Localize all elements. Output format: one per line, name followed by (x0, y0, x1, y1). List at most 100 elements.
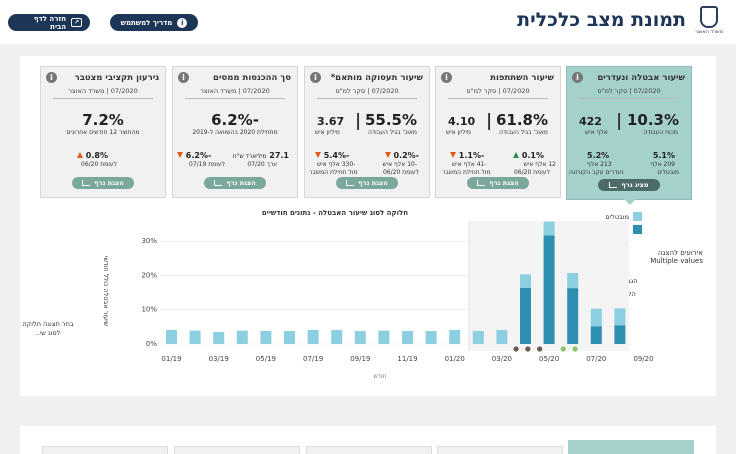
user-guide-button[interactable]: i מדריך למשתמש (110, 14, 198, 31)
x-axis-label: חודש (373, 373, 386, 380)
card-change-2-sub: 213 אלף (587, 161, 612, 168)
card-main-label: מאוכ' בגיל העבודה (367, 129, 417, 136)
card-title: שיעור השתתפות (490, 73, 554, 83)
x-tick-label: 05/20 (539, 355, 559, 363)
page-title: תמונת מצב כלכלית (517, 9, 686, 31)
chart-icon (214, 180, 223, 186)
share-arrow-icon: ↗ (71, 18, 82, 27)
card-change-1: 0.1% (513, 151, 544, 160)
bar-unemployed (166, 329, 177, 344)
back-home-button[interactable]: ↗ חזרה לדף הבית (8, 14, 90, 31)
bar-unemployed (449, 329, 461, 344)
card-subtitle: 07/2020 | משרד האוצר (173, 87, 297, 99)
info-icon: i (177, 17, 188, 28)
show-chart-button[interactable]: הצגת גרף (72, 177, 134, 189)
bar-unemployed (331, 329, 343, 344)
card-change-1-note: לעומת 06/20 (513, 169, 550, 176)
legend-swatch (633, 225, 642, 234)
card-main-label: מכוח העבודה (643, 129, 678, 136)
card-change-1-value: 0.8% (85, 151, 108, 160)
bar-unemployed (590, 308, 602, 327)
card-employment-2[interactable] (306, 446, 432, 454)
events-title: אירועים להצגה (657, 249, 703, 257)
card-title: סך ההכנסות ממסים (213, 73, 291, 83)
event-marker (537, 346, 543, 352)
event-label: הקלה (619, 290, 636, 298)
card-change-1: -0.2% (384, 151, 419, 160)
card-budget-deficit[interactable]: i גירעון תקציבי מצטבר 07/2020 | משרד האו… (40, 66, 166, 198)
show-chart-label: הצגת גרף (358, 179, 388, 187)
legend-item[interactable]: עקב הקורונה (חל"ת) (569, 225, 642, 234)
card-unemployment[interactable]: i שיעור אבטלה ונעדרים 07/2020 | סקר למ"ס… (566, 66, 692, 205)
legend-item[interactable]: מובטלים (569, 212, 642, 221)
bar-unemployed (213, 332, 225, 344)
bar-unemployed (520, 274, 531, 288)
card-change-2-sub: -41 אלף איש (452, 161, 487, 168)
show-chart-button[interactable]: הצגת גרף (336, 177, 398, 189)
card-unemployment-2[interactable] (568, 440, 694, 454)
info-icon[interactable]: i (572, 72, 583, 83)
info-icon[interactable]: i (178, 72, 189, 83)
show-chart-button[interactable]: הצגת גרף (204, 177, 266, 189)
card-change-2: 5.2% (587, 151, 610, 160)
card-change-2-note: נעדרים עקב הקורונה (569, 169, 624, 176)
view-selector-note[interactable]: בחר תצוגה חלוקה לסוג שי.. (22, 320, 74, 337)
info-icon[interactable]: i (441, 72, 452, 83)
card-title: שיעור אבטלה ונעדרים (597, 73, 685, 83)
card-title: גירעון תקציבי מצטבר (74, 73, 159, 83)
y-tick-label: 0% (146, 340, 157, 348)
bar-unemployed (378, 330, 390, 344)
bar-unemployed (189, 330, 201, 344)
value-separator: | (486, 111, 493, 131)
card-change-2-value: 27.1 (269, 151, 289, 160)
user-guide-label: מדריך למשתמש (120, 18, 173, 27)
ministry-logo: משרד האוצר (694, 6, 724, 40)
show-chart-label: הצגת גרף (226, 179, 256, 187)
x-tick-label: 07/20 (586, 355, 606, 363)
legend-label: מובטלים (605, 212, 629, 221)
card-tax-revenue[interactable]: i סך ההכנסות ממסים 07/2020 | משרד האוצר … (172, 66, 298, 198)
bar-unemployed (402, 330, 413, 344)
event-item[interactable]: הגבלה (607, 277, 703, 285)
bar-covid (567, 288, 579, 344)
y-axis-label: שיעור אבטלה כולל חודשי (102, 256, 110, 327)
event-item[interactable]: הקלה (607, 290, 703, 298)
card-budget-deficit-2[interactable] (42, 446, 168, 454)
card-secondary-label: מיליון איש (315, 129, 340, 136)
bar-unemployed (614, 308, 626, 326)
bar-covid (543, 235, 555, 344)
card-change-1-note: מובטלים (657, 169, 679, 176)
events-filter[interactable]: אירועים להצגה Multiple values הגבלה הקלה (607, 249, 703, 298)
info-icon[interactable]: i (46, 72, 57, 83)
show-chart-label: הצגת גרף (489, 179, 519, 187)
card-participation[interactable]: i שיעור השתתפות 07/2020 | סקר למ"ס 61.8%… (435, 66, 561, 198)
x-tick-label: 01/19 (161, 355, 181, 363)
chart-icon (346, 180, 355, 186)
x-tick-label: 09/20 (633, 355, 653, 363)
trend-up-icon (77, 152, 83, 158)
card-main-value: 7.2% (82, 111, 124, 129)
chart-icon (477, 180, 486, 186)
event-label: הגבלה (619, 277, 638, 285)
logo-caption: משרד האוצר (695, 29, 723, 35)
card-tax-revenue-2[interactable] (174, 446, 300, 454)
card-participation-2[interactable] (437, 446, 563, 454)
info-icon[interactable]: i (310, 72, 321, 83)
card-change-2-value: -5.4% (323, 151, 350, 160)
bar-unemployed (260, 330, 272, 344)
card-subtitle: 07/2020 | משרד האוצר (41, 87, 165, 99)
bar-covid (590, 326, 602, 344)
chart-title: חלוקה לסוג שיעור האבטלה - נתונים חודשיים (261, 209, 409, 217)
bar-covid (520, 287, 531, 344)
bar-unemployed (543, 221, 555, 236)
card-employment[interactable]: i שיעור תעסוקה מותאם* 07/2020 | סקר למ"ס… (304, 66, 430, 198)
show-chart-button[interactable]: מציג גרף (598, 179, 660, 191)
show-chart-button[interactable]: הצגת גרף (467, 177, 529, 189)
bar-unemployed (236, 330, 248, 344)
card-change-1-value: 0.1% (521, 151, 544, 160)
show-chart-label: הצגת גרף (94, 179, 124, 187)
card-title: שיעור תעסוקה מותאם* (330, 73, 423, 83)
legend-label: עקב הקורונה (חל"ת) (569, 225, 629, 234)
card-main-label: מאוכ' בגיל העבודה (498, 129, 548, 136)
card-main-value: -6.2% (211, 111, 259, 129)
